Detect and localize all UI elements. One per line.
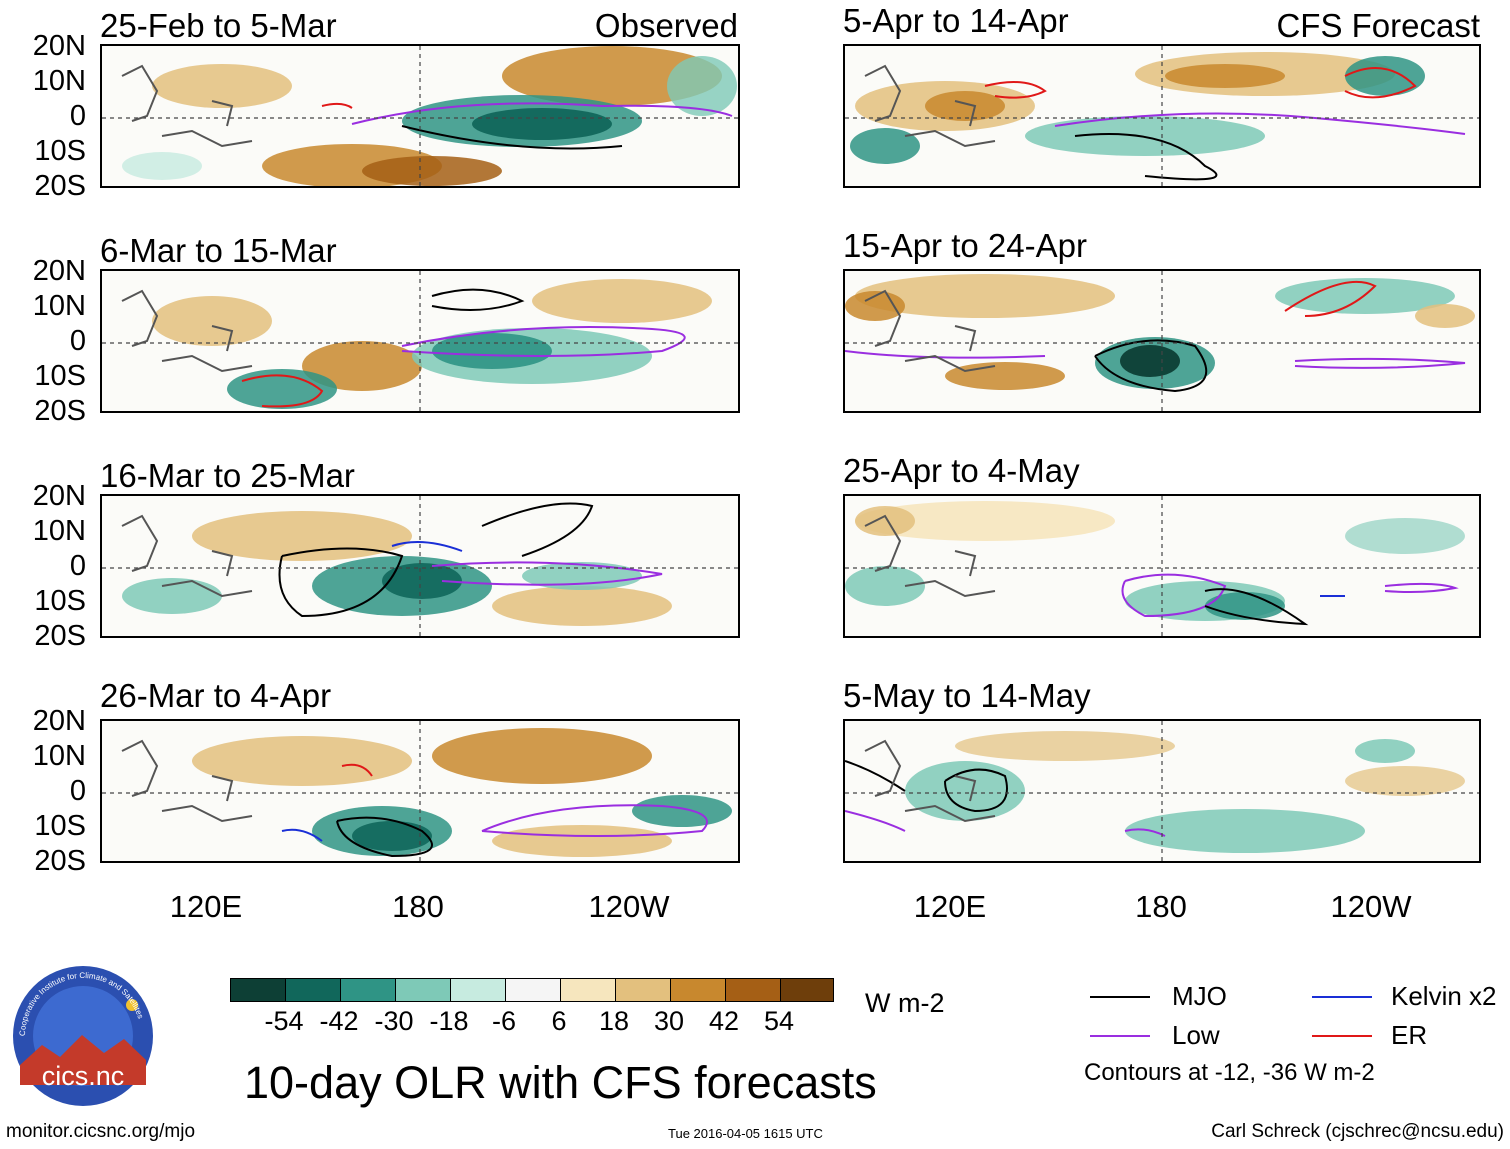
lat-label: 10S [34, 585, 86, 617]
map-panel-forecast-3 [843, 494, 1481, 638]
lat-label: 10N [32, 290, 86, 322]
lat-label: 20N [32, 705, 86, 737]
lon-label: 180 [1135, 889, 1187, 924]
colorbar-swatch [725, 978, 781, 1002]
colorbar-tick-label: 42 [708, 1006, 740, 1036]
panel-title-obs-1: 25-Feb to 5-Mar [100, 7, 337, 44]
panel-title-obs-3: 16-Mar to 25-Mar [100, 457, 355, 494]
colorbar-swatch [340, 978, 396, 1002]
panel-title-fcst-3: 25-Apr to 4-May [843, 452, 1080, 489]
lon-label: 180 [392, 889, 444, 924]
colorbar-tick-label: -42 [319, 1006, 359, 1036]
lon-label: 120E [913, 889, 987, 924]
lat-label: 0 [69, 550, 86, 582]
lon-label: 120E [169, 889, 243, 924]
lat-label: 0 [69, 325, 86, 357]
panel-title-fcst-4: 5-May to 14-May [843, 677, 1091, 714]
colorbar-tick-label: 54 [763, 1006, 795, 1036]
colorbar-swatch [670, 978, 726, 1002]
legend-line-er [1312, 1035, 1372, 1037]
colorbar-tick-label: -30 [374, 1006, 414, 1036]
lat-label: 20S [34, 620, 86, 652]
colorbar-swatch [230, 978, 286, 1002]
lat-label: 10N [32, 515, 86, 547]
legend-label-er: ER [1391, 1020, 1428, 1050]
legend-line-low [1090, 1035, 1150, 1037]
map-panel-observed-1 [100, 44, 740, 188]
colorbar-tick-label: -18 [429, 1006, 469, 1036]
legend-label-low: Low [1172, 1020, 1220, 1050]
panel-title-fcst-1: 5-Apr to 14-Apr [843, 2, 1069, 39]
logo-wordmark: cics.nc [42, 1061, 125, 1091]
olr-anomaly-map [102, 271, 738, 411]
colorbar-swatch [505, 978, 561, 1002]
lat-label: 10N [32, 740, 86, 772]
colorbar-tick-label: 18 [598, 1006, 630, 1036]
colorbar-units: W m-2 [865, 988, 945, 1018]
legend-label-mjo: MJO [1172, 981, 1227, 1011]
lat-label: 0 [69, 775, 86, 807]
lat-label: 20N [32, 480, 86, 512]
colorbar-swatch [615, 978, 671, 1002]
contours-note: Contours at -12, -36 W m-2 [1084, 1059, 1375, 1086]
lat-label: 10S [34, 810, 86, 842]
map-panel-observed-3 [100, 494, 740, 638]
timestamp: Tue 2016-04-05 1615 UTC [668, 1126, 823, 1141]
legend-line-kelvin [1312, 996, 1372, 998]
lat-label: 0 [69, 100, 86, 132]
site-url[interactable]: monitor.cicsnc.org/mjo [6, 1121, 196, 1142]
lat-label: 20N [32, 255, 86, 287]
map-panel-observed-2 [100, 269, 740, 413]
colorbar-tick-label: -54 [264, 1006, 304, 1036]
lat-label: 20S [34, 845, 86, 877]
main-title: 10-day OLR with CFS forecasts [244, 1057, 877, 1108]
cics-logo: Cooperative Institute for Climate and Sa… [12, 965, 154, 1107]
colorbar-tick-label: -6 [491, 1006, 517, 1036]
colorbar-swatch [780, 978, 834, 1002]
colorbar-tick-label: 6 [551, 1006, 567, 1036]
lat-label: 10S [34, 135, 86, 167]
lat-label: 20S [34, 395, 86, 427]
map-panel-forecast-1 [843, 44, 1481, 188]
legend-line-mjo [1090, 996, 1150, 998]
observed-tag: Observed [594, 7, 738, 44]
panel-title-obs-2: 6-Mar to 15-Mar [100, 232, 337, 269]
lon-label: 120W [588, 889, 670, 924]
forecast-tag: CFS Forecast [1276, 7, 1480, 44]
map-panel-observed-4 [100, 719, 740, 863]
map-panel-forecast-4 [843, 719, 1481, 863]
olr-anomaly-map [102, 46, 738, 186]
colorbar-tick-label: 30 [653, 1006, 685, 1036]
olr-anomaly-map [845, 721, 1479, 861]
olr-anomaly-map [845, 496, 1479, 636]
author-credit: Carl Schreck (cjschrec@ncsu.edu) [1211, 1121, 1504, 1142]
colorbar-swatch [560, 978, 616, 1002]
lat-label: 10N [32, 65, 86, 97]
colorbar-swatch [395, 978, 451, 1002]
olr-anomaly-map [102, 721, 738, 861]
map-panel-forecast-2 [843, 269, 1481, 413]
olr-anomaly-map [102, 496, 738, 636]
lat-label: 10S [34, 360, 86, 392]
olr-anomaly-map [845, 271, 1479, 411]
panel-title-fcst-2: 15-Apr to 24-Apr [843, 227, 1087, 264]
lon-label: 120W [1330, 889, 1412, 924]
colorbar-swatch [450, 978, 506, 1002]
lat-label: 20N [32, 30, 86, 62]
panel-title-obs-4: 26-Mar to 4-Apr [100, 677, 332, 714]
olr-anomaly-map [845, 46, 1479, 186]
cics-logo-graphic: Cooperative Institute for Climate and Sa… [13, 966, 153, 1106]
colorbar-swatch [285, 978, 341, 1002]
legend-label-kelvin: Kelvin x2 [1391, 981, 1497, 1011]
lat-label: 20S [34, 170, 86, 202]
